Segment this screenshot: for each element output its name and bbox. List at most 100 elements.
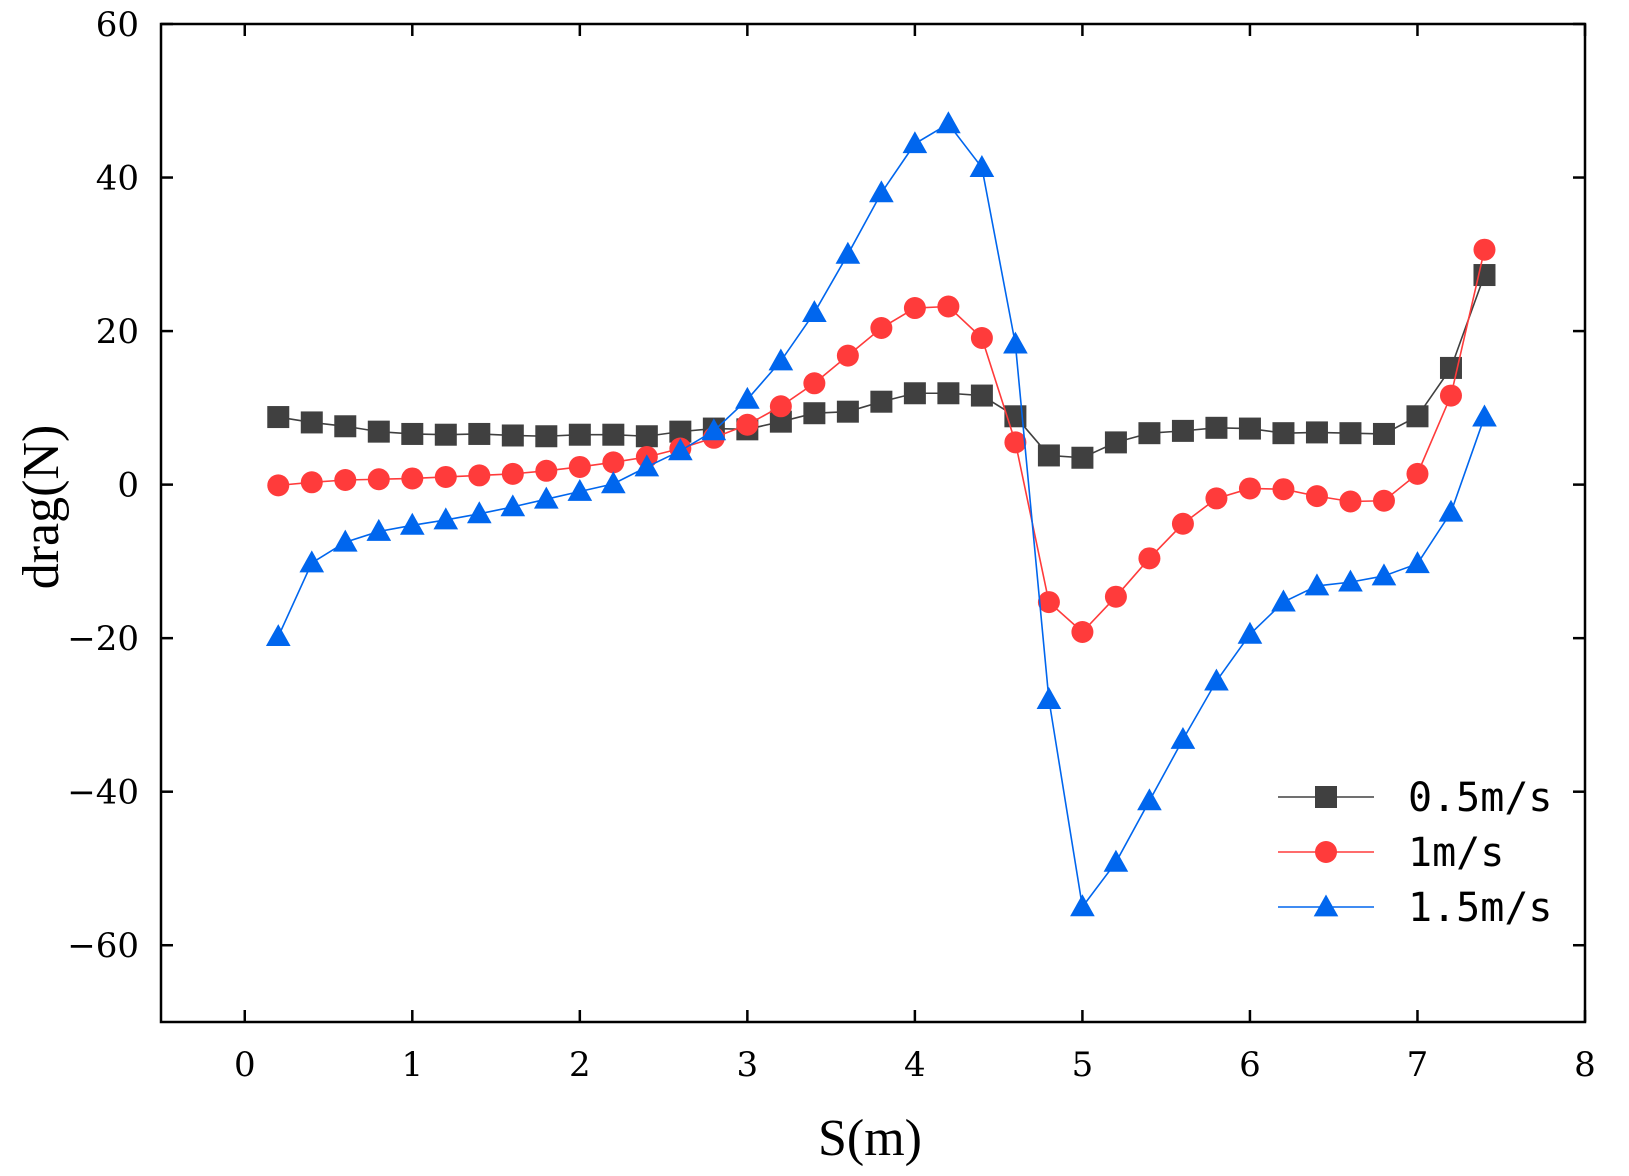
- data-point-1-5m-s: [1237, 621, 1263, 644]
- data-point-1m-s: [1238, 477, 1261, 500]
- data-point-1-5m-s: [366, 518, 392, 541]
- data-point-1-5m-s: [533, 486, 559, 509]
- data-point-1-5m-s: [902, 131, 928, 154]
- y-tick-label: 20: [96, 312, 139, 352]
- axes: 0 1 2 3 4 5 6 7 8 −60 −40 −20 0 20 40 60: [67, 5, 1596, 1085]
- data-point-1-5m-s: [869, 180, 894, 203]
- data-point-1m-s: [870, 317, 893, 340]
- data-point-0-5m-s: [267, 406, 290, 429]
- data-point-1-5m-s: [1338, 569, 1363, 592]
- data-point-1-5m-s: [1472, 404, 1497, 427]
- data-point-0-5m-s: [903, 382, 926, 405]
- plot-marks: [265, 111, 1497, 917]
- data-point-1-5m-s: [1271, 589, 1296, 612]
- y-axis-title: drag(N): [13, 425, 70, 590]
- data-point-1m-s: [769, 395, 792, 418]
- data-point-0-5m-s: [970, 384, 993, 407]
- series-1-5m-s: [265, 111, 1497, 917]
- data-point-0-5m-s: [803, 402, 826, 425]
- data-point-1-5m-s: [936, 111, 961, 134]
- data-point-1-5m-s: [701, 418, 727, 441]
- data-point-1-5m-s: [668, 438, 693, 461]
- x-tick-label: 1: [401, 1045, 423, 1085]
- data-point-1m-s: [1439, 384, 1462, 407]
- legend-marker: [1313, 894, 1339, 917]
- data-point-1m-s: [736, 413, 759, 436]
- data-point-0-5m-s: [870, 390, 893, 413]
- data-point-1m-s: [903, 297, 926, 320]
- data-point-0-5m-s: [1071, 446, 1094, 469]
- data-point-0-5m-s: [300, 411, 323, 434]
- data-point-1-5m-s: [1304, 573, 1330, 596]
- data-point-0-5m-s: [769, 410, 792, 433]
- data-point-1-5m-s: [1204, 668, 1229, 691]
- data-point-0-5m-s: [535, 425, 558, 448]
- data-point-1-5m-s: [969, 155, 995, 177]
- data-point-1m-s: [1406, 462, 1429, 485]
- x-tick-label: 8: [1574, 1045, 1596, 1085]
- data-point-1m-s: [1372, 489, 1395, 512]
- data-point-1-5m-s: [433, 507, 459, 530]
- data-point-1m-s: [1171, 512, 1194, 535]
- y-tick-label: 40: [96, 159, 139, 199]
- data-point-0-5m-s: [568, 423, 591, 446]
- data-point-1m-s: [568, 455, 591, 478]
- data-point-1m-s: [267, 474, 290, 497]
- data-point-0-5m-s: [1037, 444, 1060, 467]
- data-point-1-5m-s: [1137, 788, 1162, 811]
- data-point-0-5m-s: [635, 425, 658, 448]
- legend-label: 1.5m/s: [1408, 885, 1553, 931]
- data-point-0-5m-s: [367, 420, 390, 443]
- x-tick-label: 3: [737, 1045, 759, 1085]
- x-tick-label: 4: [904, 1045, 926, 1085]
- data-point-1m-s: [1339, 490, 1362, 513]
- data-point-0-5m-s: [468, 422, 491, 445]
- data-point-1-5m-s: [466, 501, 492, 524]
- data-point-1m-s: [334, 469, 357, 492]
- data-point-1m-s: [1272, 478, 1295, 501]
- data-point-0-5m-s: [1473, 264, 1496, 287]
- y-tick-label: 0: [117, 466, 139, 506]
- y-tick-label: −60: [67, 926, 139, 966]
- data-point-1-5m-s: [500, 494, 526, 517]
- x-tick-label: 6: [1239, 1045, 1261, 1085]
- data-point-0-5m-s: [1104, 431, 1127, 454]
- data-point-1-5m-s: [768, 348, 794, 371]
- y-tick-label: −40: [67, 773, 139, 813]
- x-tick-label: 5: [1072, 1045, 1094, 1085]
- legend-item-0-5m-s: 0.5m/s: [1278, 775, 1553, 821]
- data-point-0-5m-s: [434, 423, 457, 446]
- data-point-0-5m-s: [1171, 419, 1194, 442]
- data-point-1m-s: [434, 465, 457, 488]
- data-point-0-5m-s: [1372, 422, 1395, 445]
- data-point-0-5m-s: [1272, 422, 1295, 445]
- x-tick-label: 7: [1407, 1045, 1429, 1085]
- data-point-1-5m-s: [1405, 551, 1430, 574]
- x-tick-label: 2: [569, 1045, 591, 1085]
- data-point-1-5m-s: [835, 241, 861, 264]
- data-point-1-5m-s: [1070, 894, 1095, 917]
- data-point-0-5m-s: [1305, 421, 1328, 444]
- data-point-1-5m-s: [1103, 849, 1129, 872]
- data-point-1m-s: [535, 459, 558, 482]
- data-point-0-5m-s: [401, 422, 424, 445]
- legend-marker: [1315, 841, 1337, 863]
- data-point-1-5m-s: [399, 512, 425, 535]
- data-point-1m-s: [1305, 485, 1328, 508]
- data-point-0-5m-s: [1138, 422, 1161, 445]
- data-point-1m-s: [1104, 585, 1127, 608]
- data-point-1m-s: [1205, 487, 1228, 510]
- x-tick-label: 0: [234, 1045, 256, 1085]
- data-point-1m-s: [1071, 621, 1094, 644]
- data-point-1-5m-s: [735, 386, 760, 409]
- data-point-1m-s: [367, 468, 390, 491]
- data-point-0-5m-s: [602, 423, 625, 446]
- data-point-0-5m-s: [1406, 405, 1429, 428]
- data-point-1m-s: [501, 462, 524, 485]
- data-point-1-5m-s: [1036, 687, 1062, 709]
- data-point-1m-s: [836, 344, 859, 367]
- data-point-0-5m-s: [501, 424, 524, 447]
- data-point-1-5m-s: [634, 454, 660, 477]
